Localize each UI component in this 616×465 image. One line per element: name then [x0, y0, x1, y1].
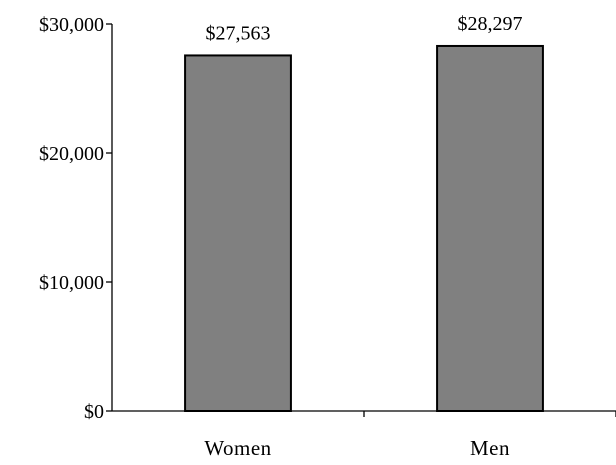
- y-tick-group: $0 $10,000 $20,000 $30,000: [39, 14, 112, 423]
- y-tick-label: $0: [84, 401, 104, 423]
- x-category-label: Men: [470, 436, 510, 460]
- bar-women: [184, 54, 292, 413]
- data-label: $28,297: [458, 13, 523, 35]
- y-tick-label: $10,000: [39, 272, 104, 294]
- data-label: $27,563: [206, 22, 271, 44]
- data-label-group: $27,563 $28,297: [206, 13, 523, 44]
- y-tick-label: $20,000: [39, 143, 104, 165]
- bar-group: [184, 44, 544, 413]
- x-tick-group: [363, 411, 616, 417]
- y-tick-label: $30,000: [39, 14, 104, 36]
- x-category-label: Women: [204, 436, 271, 460]
- bar-men: [436, 44, 544, 413]
- category-label-group: Women Men: [204, 436, 510, 460]
